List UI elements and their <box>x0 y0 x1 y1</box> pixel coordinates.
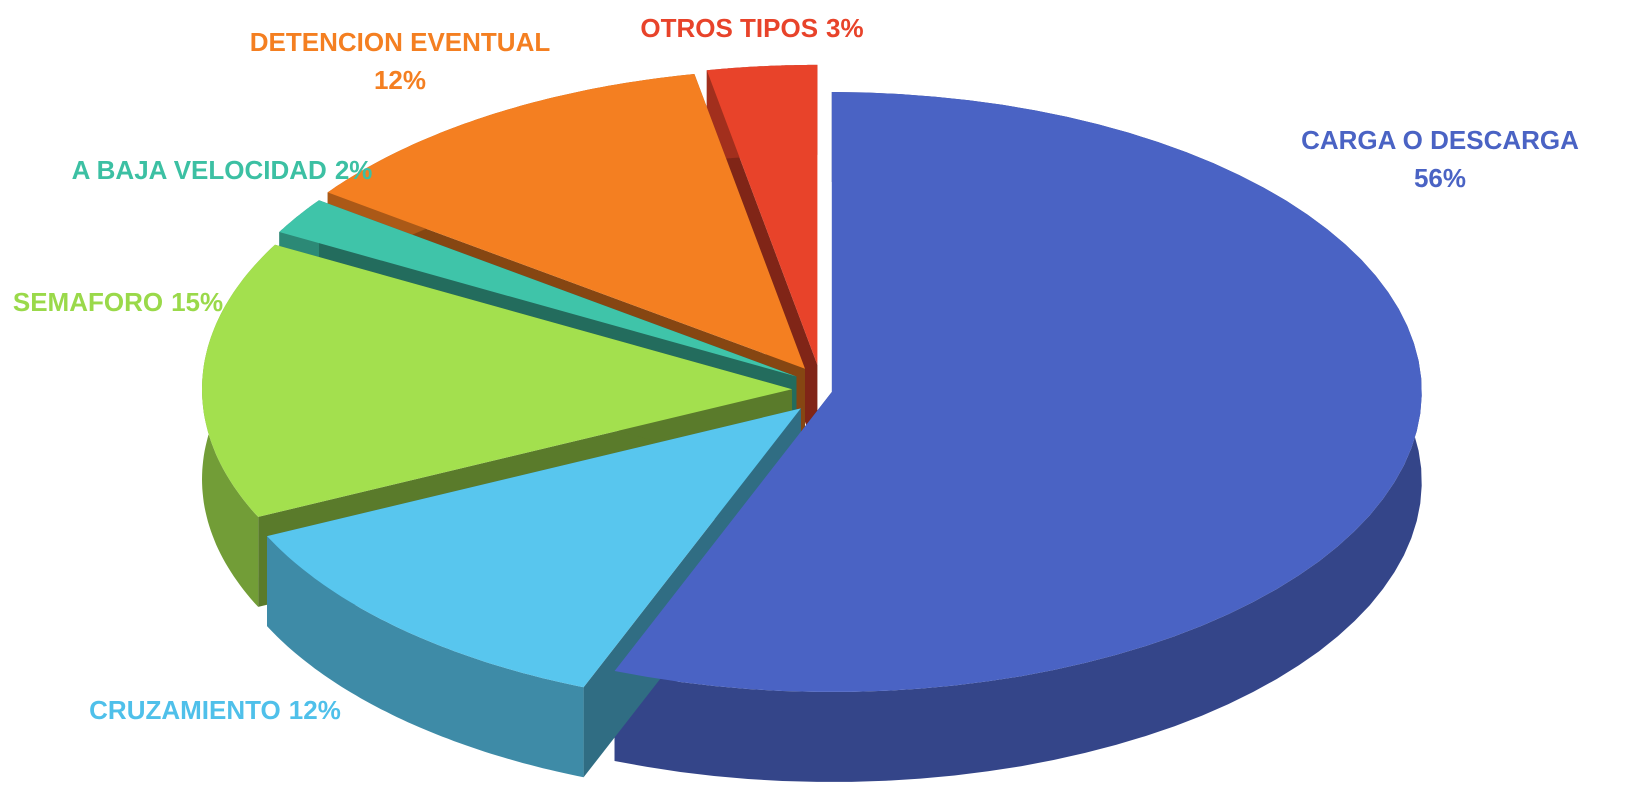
slice-label: CARGA O DESCARGA 56% <box>1301 125 1579 193</box>
slice-label: DETENCION EVENTUAL 12% <box>250 27 551 95</box>
slice-label: SEMAFORO 15% <box>13 287 223 317</box>
slice <box>327 74 805 369</box>
slice-label-name: OTROS TIPOS <box>640 13 818 43</box>
slice-label: CRUZAMIENTO 12% <box>89 695 341 725</box>
slice <box>267 408 801 688</box>
slice-label-value: 3% <box>826 13 864 43</box>
slice-label-name: A BAJA VELOCIDAD <box>72 155 327 185</box>
slice-label: A BAJA VELOCIDAD 2% <box>72 155 373 185</box>
slice <box>279 200 797 377</box>
slice-label: OTROS TIPOS 3% <box>640 13 863 43</box>
slice-label-value: 56% <box>1414 163 1466 193</box>
slice-label-value: 15% <box>171 287 223 317</box>
slice-label-name: CRUZAMIENTO <box>89 695 281 725</box>
slice <box>614 92 1422 692</box>
slice <box>202 244 792 517</box>
slice-label-name: CARGA O DESCARGA <box>1301 125 1579 155</box>
slice-label-name: SEMAFORO <box>13 287 163 317</box>
slice-label-value: 12% <box>289 695 341 725</box>
slice <box>706 64 818 365</box>
slice-side <box>614 92 1422 782</box>
slice-label-value: 2% <box>335 155 373 185</box>
slice-label-value: 12% <box>374 65 426 95</box>
slice-label-name: DETENCION EVENTUAL <box>250 27 551 57</box>
slice-side <box>267 536 584 778</box>
